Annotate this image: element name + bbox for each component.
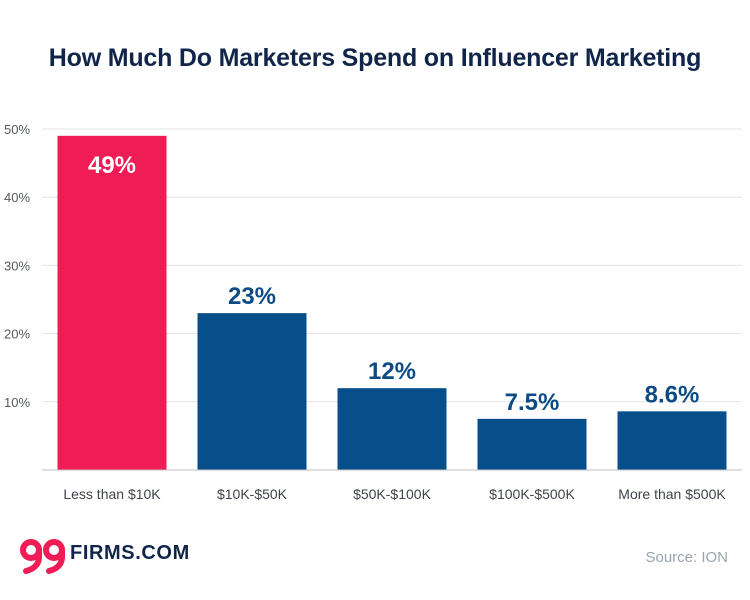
y-tick-label: 10% bbox=[4, 395, 30, 410]
bar bbox=[617, 411, 727, 470]
bar bbox=[57, 135, 167, 470]
bar bbox=[197, 313, 307, 470]
y-tick-label: 30% bbox=[4, 258, 30, 273]
chart-title: How Much Do Marketers Spend on Influence… bbox=[48, 44, 702, 72]
bars bbox=[57, 135, 727, 470]
value-label: 8.6% bbox=[645, 381, 700, 408]
value-label: 12% bbox=[368, 358, 416, 385]
source-note: Source: ION bbox=[645, 549, 728, 566]
value-label: 7.5% bbox=[505, 389, 560, 416]
value-label: 49% bbox=[88, 152, 136, 179]
y-tick-label: 20% bbox=[4, 327, 30, 342]
bar bbox=[477, 418, 587, 470]
x-tick-label: $50K-$100K bbox=[353, 486, 432, 502]
y-axis-ticks: 10% 20% 30% 40% 50% bbox=[4, 122, 30, 410]
x-axis-ticks: Less than $10K $10K-$50K $50K-$100K $100K-$… bbox=[63, 486, 726, 502]
x-tick-label: $100K-$500K bbox=[489, 486, 575, 502]
bar bbox=[337, 388, 447, 470]
value-label: 23% bbox=[228, 283, 276, 310]
y-tick-label: 50% bbox=[4, 122, 30, 137]
logo-99-mark bbox=[20, 539, 65, 574]
x-tick-label: More than $500K bbox=[618, 486, 726, 502]
firm-logo: FIRMS.COM bbox=[20, 538, 189, 574]
value-labels: 49% 23% 12% 7.5% 8.6% bbox=[88, 152, 699, 416]
x-tick-label: $10K-$50K bbox=[217, 486, 288, 502]
logo-text: FIRMS.COM bbox=[70, 542, 190, 564]
y-tick-label: 40% bbox=[4, 190, 30, 205]
x-tick-label: Less than $10K bbox=[63, 486, 161, 502]
